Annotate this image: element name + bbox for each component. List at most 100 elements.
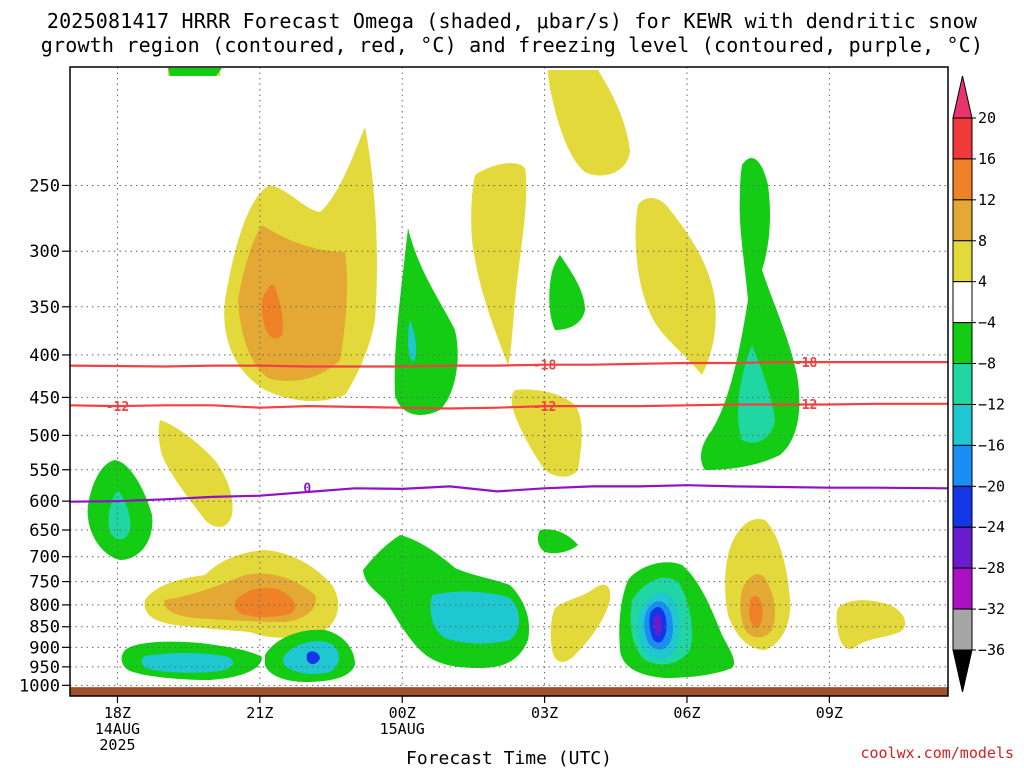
y-tick-label-850: 850	[29, 618, 60, 638]
contour-label--12-1: -12	[533, 400, 556, 415]
omega-region-j	[635, 198, 716, 375]
colorbar-box-7	[952, 403, 973, 446]
omega-region-kk	[749, 595, 763, 628]
omega-region-q	[537, 529, 578, 554]
x-tick-sublabel-date-18Z: 14AUG	[95, 720, 140, 738]
colorbar-box-8	[952, 444, 973, 487]
colorbar-label-9: −20	[978, 477, 1005, 495]
contour--12	[69, 402, 948, 410]
colorbar-box-4	[952, 281, 973, 324]
omega-region-a	[168, 68, 222, 76]
colorbar-label-0: 20	[978, 109, 996, 127]
omega-region-p	[108, 490, 131, 540]
colorbar-bottom-triangle	[952, 649, 973, 693]
x-tick-label-09Z: 09Z	[816, 704, 843, 722]
x-tick-sublabel-year-18Z: 2025	[99, 736, 135, 754]
contour-label-0-0: 0	[303, 482, 311, 497]
x-axis-title: Forecast Time (UTC)	[406, 748, 612, 768]
omega-region-i	[549, 255, 585, 330]
y-tick-label-900: 900	[29, 638, 60, 658]
y-tick-label-600: 600	[29, 492, 60, 512]
chart-grid	[70, 67, 948, 696]
y-tick-label-750: 750	[29, 573, 60, 593]
colorbar-top-triangle	[952, 75, 973, 119]
omega-region-v	[141, 653, 234, 673]
ground-surface	[70, 687, 948, 696]
omega-region-m	[511, 389, 582, 477]
colorbar-label-2: 12	[978, 191, 996, 209]
omega-shading	[87, 68, 906, 682]
pressure-axis: 2503003504004505005506006507007508008509…	[19, 176, 70, 696]
x-tick-label-06Z: 06Z	[673, 704, 700, 722]
colorbar-label-1: 16	[978, 150, 996, 168]
omega-region-f	[408, 320, 417, 362]
contour-label--12-0: -12	[106, 400, 129, 415]
y-tick-label-350: 350	[29, 298, 60, 318]
y-tick-label-700: 700	[29, 548, 60, 568]
colorbar-label-10: −24	[978, 518, 1005, 536]
contour--18	[69, 361, 948, 368]
colorbar-box-12	[952, 608, 973, 651]
colorbar-box-3	[952, 240, 973, 283]
omega-region-bb	[550, 584, 611, 662]
colorbar-label-13: −36	[978, 641, 1005, 659]
site-credit: coolwx.com/models	[860, 744, 1014, 762]
colorbar-label-6: −8	[978, 355, 996, 373]
x-tick-label-18Z: 18Z	[104, 704, 131, 722]
omega-region-k	[700, 157, 800, 470]
omega-colorbar: 20 16 12 8 4 −4 −8 −12 −16 −20 −24 −28 −32 −36	[952, 75, 1005, 693]
colorbar-label-4: 4	[978, 273, 987, 291]
y-tick-label-650: 650	[29, 521, 60, 541]
y-tick-label-800: 800	[29, 596, 60, 616]
chart-title-line-1: 2025081417 HRRR Forecast Omega (shaded, …	[46, 9, 978, 33]
omega-region-e	[394, 228, 458, 415]
omega-region-c	[238, 225, 348, 381]
colorbar-label-7: −12	[978, 395, 1005, 413]
omega-region-hh	[654, 614, 662, 636]
contour-label--18-1: -18	[794, 356, 818, 371]
contour-0	[69, 484, 949, 503]
colorbar-label-11: −28	[978, 559, 1005, 577]
y-tick-label-300: 300	[29, 242, 60, 262]
omega-region-y	[306, 651, 320, 665]
x-tick-label-00Z: 00Z	[389, 704, 416, 722]
x-tick-label-21Z: 21Z	[246, 704, 273, 722]
omega-region-t	[234, 587, 296, 617]
omega-region-h	[548, 70, 630, 176]
contour-label--18-0: -18	[533, 359, 557, 374]
omega-region-aa	[430, 591, 519, 644]
y-tick-label-550: 550	[29, 461, 60, 481]
colorbar-label-8: −16	[978, 436, 1005, 454]
colorbar-label-12: −32	[978, 600, 1005, 618]
colorbar-box-1	[952, 158, 973, 201]
temperature-contours: -18 -18 -12 -12 -12 0	[69, 356, 949, 503]
y-tick-label-450: 450	[29, 388, 60, 408]
omega-region-n	[158, 420, 233, 527]
y-tick-label-400: 400	[29, 346, 60, 366]
colorbar-label-5: −4	[978, 314, 996, 332]
y-tick-label-950: 950	[29, 658, 60, 678]
omega-region-d	[261, 284, 283, 339]
plot-frame	[69, 66, 949, 697]
y-tick-label-500: 500	[29, 426, 60, 446]
omega-region-g	[471, 163, 527, 365]
chart-title-line-2: growth region (contoured, red, °C) and f…	[40, 33, 984, 57]
ground-band	[70, 687, 948, 696]
x-tick-sublabel-date-00Z: 15AUG	[380, 720, 425, 738]
colorbar-box-5	[952, 322, 973, 365]
colorbar-box-11	[952, 567, 973, 610]
colorbar-box-10	[952, 526, 973, 569]
colorbar-box-9	[952, 485, 973, 528]
y-tick-label-250: 250	[29, 176, 60, 196]
y-tick-label-1000: 1000	[19, 676, 60, 696]
colorbar-box-0	[952, 117, 973, 160]
colorbar-box-2	[952, 199, 973, 242]
colorbar-label-3: 8	[978, 232, 987, 250]
contour-label--12-2: -12	[794, 398, 817, 413]
x-tick-label-03Z: 03Z	[531, 704, 558, 722]
omega-region-l	[738, 345, 775, 443]
omega-region-ll	[836, 600, 906, 650]
colorbar-box-6	[952, 363, 973, 405]
